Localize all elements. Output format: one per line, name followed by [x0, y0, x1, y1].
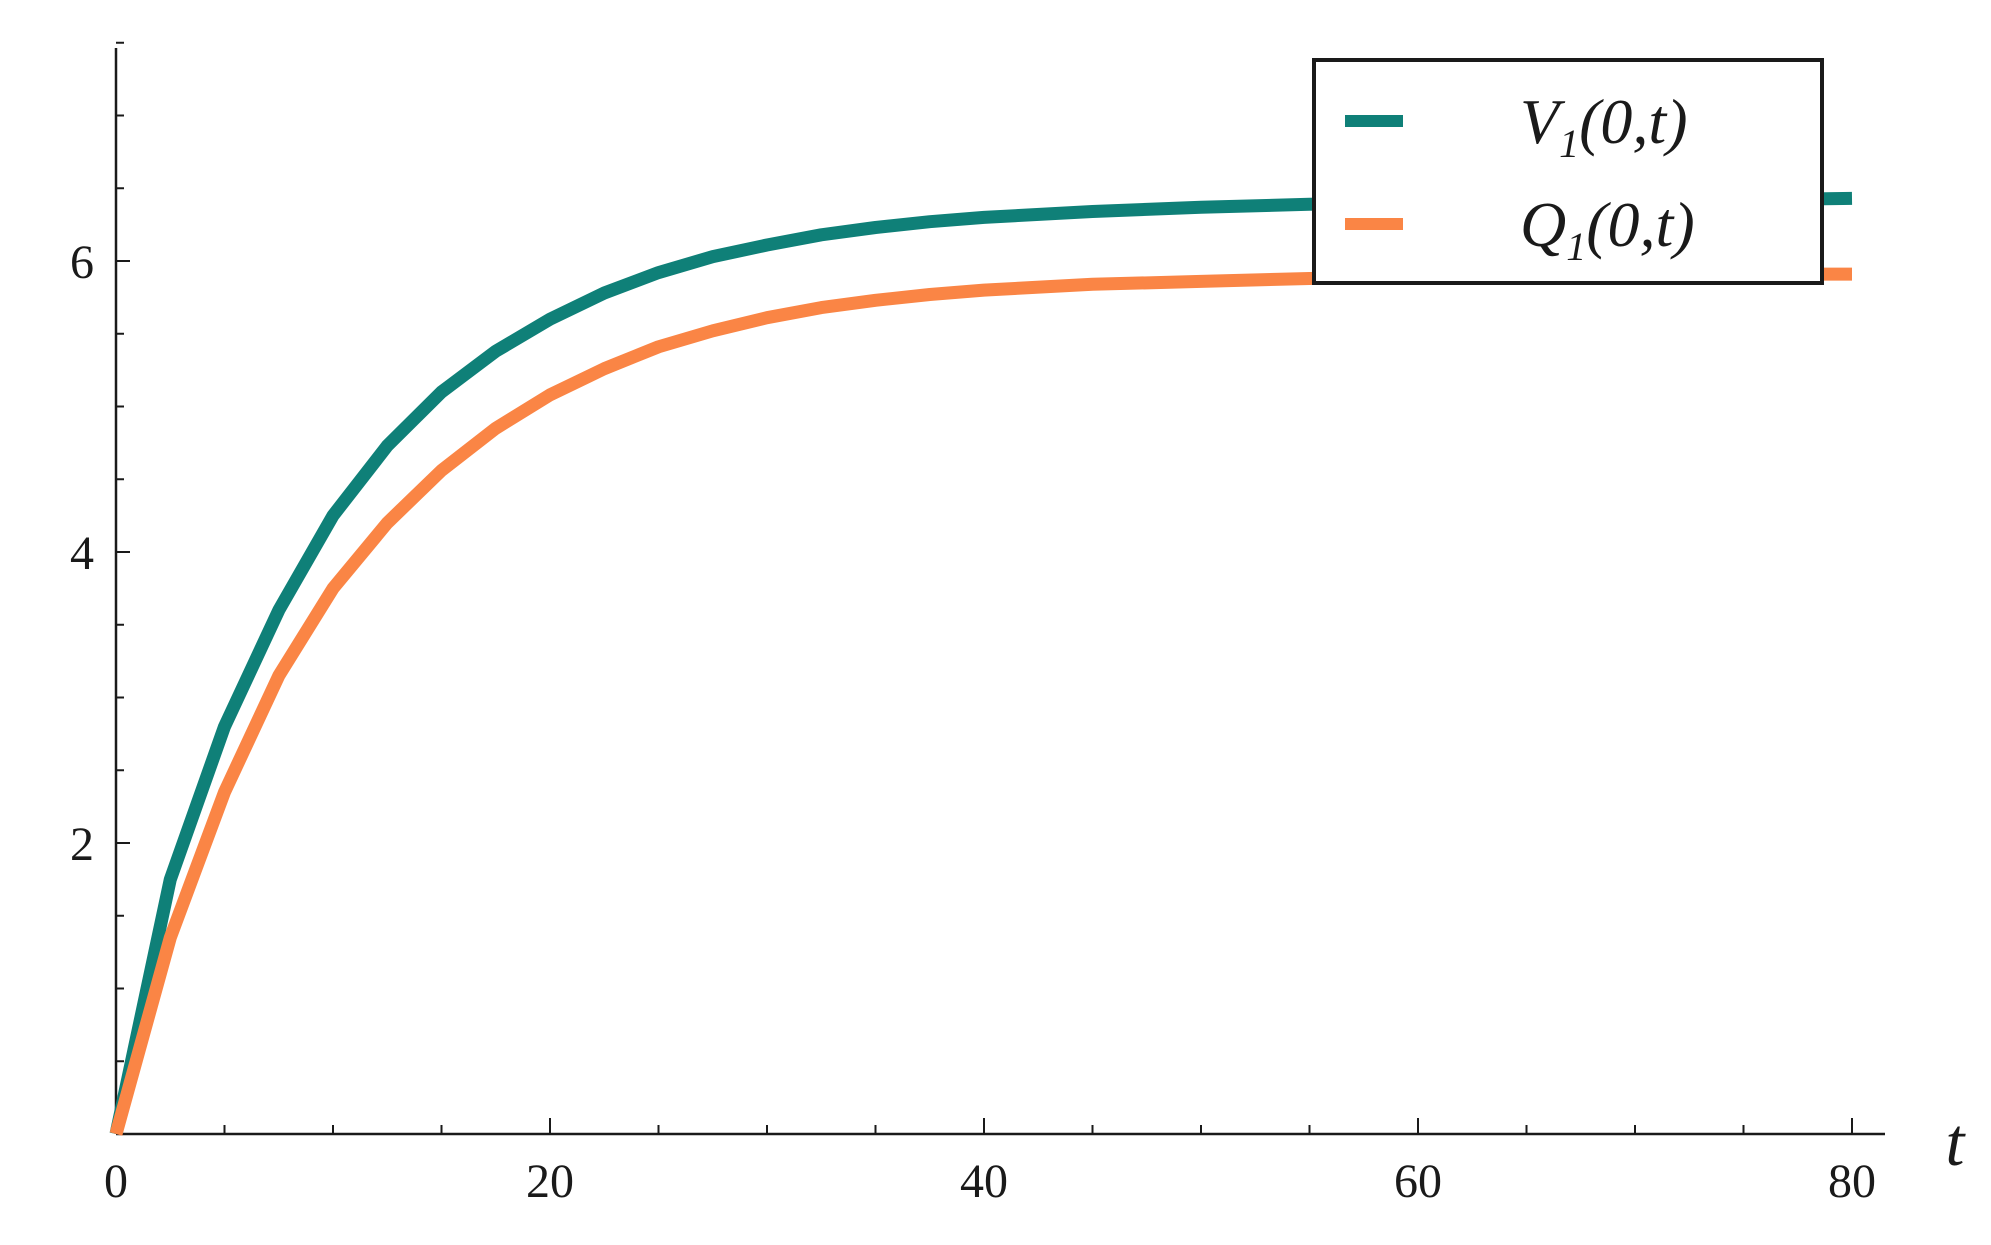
legend: V1(0,t) Q1(0,t): [1312, 58, 1824, 285]
x-tick-label: 80: [1828, 1155, 1876, 1208]
legend-label-v1: V1(0,t): [1520, 86, 1688, 166]
legend-q1-args: (0,t): [1586, 189, 1694, 260]
legend-box: [1312, 58, 1824, 285]
legend-v1-subscript: 1: [1559, 121, 1579, 166]
legend-v1-symbol: V: [1520, 86, 1566, 157]
x-tick-label: 60: [1394, 1155, 1442, 1208]
x-axis-label: t: [1946, 1104, 1967, 1180]
x-tick-label: 0: [104, 1155, 128, 1208]
y-tick-label: 2: [70, 818, 94, 871]
series-line-q1: [109, 267, 1852, 1136]
y-tick-label: 6: [70, 236, 94, 289]
y-tick-label: 4: [70, 527, 94, 580]
legend-q1-subscript: 1: [1566, 224, 1586, 269]
legend-label-q1: Q1(0,t): [1520, 189, 1695, 269]
legend-v1-args: (0,t): [1579, 86, 1687, 157]
series-line-v1: [109, 191, 1853, 1136]
series-layer: [109, 191, 1853, 1136]
legend-q1-symbol: Q: [1520, 189, 1566, 260]
axes: 2468101214020406080: [70, 41, 1885, 1208]
x-tick-label: 40: [960, 1155, 1008, 1208]
x-tick-label: 20: [526, 1155, 574, 1208]
